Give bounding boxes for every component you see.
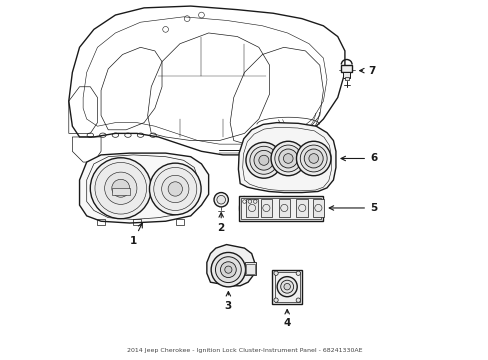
Circle shape — [211, 252, 245, 287]
Circle shape — [284, 283, 290, 290]
Circle shape — [304, 149, 323, 168]
Text: 3: 3 — [224, 292, 231, 311]
Circle shape — [280, 280, 293, 293]
Circle shape — [253, 150, 273, 170]
Bar — [344, 77, 348, 80]
Polygon shape — [206, 244, 255, 286]
Text: 2: 2 — [217, 213, 224, 233]
Circle shape — [278, 149, 297, 168]
Bar — [241, 198, 321, 219]
Circle shape — [283, 154, 292, 163]
Circle shape — [296, 298, 300, 302]
Circle shape — [162, 175, 188, 203]
Polygon shape — [238, 123, 335, 193]
Bar — [260, 199, 271, 217]
Bar — [272, 270, 301, 304]
Bar — [244, 262, 255, 275]
Circle shape — [296, 141, 330, 176]
Text: 1: 1 — [129, 223, 142, 246]
Bar — [341, 64, 351, 72]
Circle shape — [270, 141, 305, 176]
Circle shape — [95, 162, 146, 214]
Circle shape — [215, 257, 241, 283]
Bar — [278, 199, 289, 217]
Text: 7: 7 — [359, 66, 375, 76]
Text: 4: 4 — [283, 310, 290, 328]
Circle shape — [274, 145, 301, 172]
Circle shape — [214, 193, 228, 207]
Circle shape — [249, 146, 277, 174]
Circle shape — [300, 145, 326, 172]
Bar — [343, 72, 349, 78]
Text: 2014 Jeep Cherokee - Ignition Lock Cluster-Instrument Panel - 68241330AE: 2014 Jeep Cherokee - Ignition Lock Clust… — [126, 348, 362, 353]
Circle shape — [90, 158, 151, 219]
Bar — [296, 199, 307, 217]
Circle shape — [104, 172, 137, 204]
Circle shape — [153, 167, 196, 211]
Polygon shape — [80, 153, 208, 223]
Bar — [312, 199, 324, 217]
Circle shape — [273, 298, 278, 302]
Circle shape — [112, 179, 129, 197]
Text: 6: 6 — [340, 153, 376, 163]
Bar — [246, 199, 257, 217]
Circle shape — [217, 195, 225, 204]
Circle shape — [277, 276, 297, 297]
Text: 5: 5 — [328, 203, 376, 213]
Bar — [97, 220, 105, 225]
Circle shape — [308, 154, 318, 163]
Bar — [274, 272, 299, 302]
Bar — [175, 220, 184, 225]
Bar — [112, 188, 129, 195]
Bar — [239, 196, 323, 221]
Circle shape — [224, 266, 231, 273]
Circle shape — [245, 142, 281, 178]
Circle shape — [296, 271, 300, 275]
Bar — [132, 220, 141, 225]
Circle shape — [149, 163, 201, 215]
Circle shape — [220, 262, 236, 278]
Circle shape — [168, 182, 182, 196]
Circle shape — [258, 155, 268, 165]
Bar — [246, 264, 254, 274]
Circle shape — [273, 271, 278, 275]
